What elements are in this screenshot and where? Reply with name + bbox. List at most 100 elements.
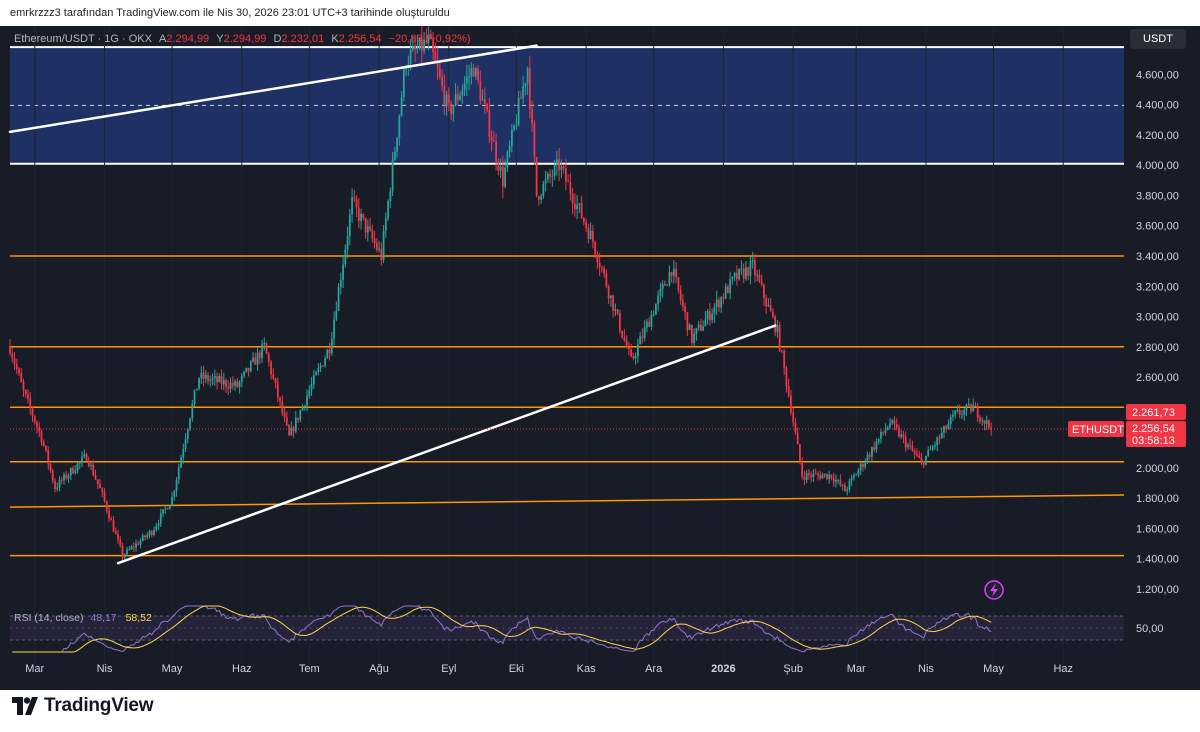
- currency-button[interactable]: USDT: [1130, 29, 1186, 49]
- candle: [137, 540, 140, 546]
- candle-body: [105, 501, 108, 511]
- candle-body: [866, 454, 869, 463]
- candle: [427, 26, 430, 51]
- candle-body: [445, 94, 448, 107]
- candle-body: [94, 474, 97, 480]
- candle-body: [976, 406, 979, 418]
- candle-body: [56, 487, 59, 489]
- candle: [729, 271, 732, 300]
- candle: [506, 150, 509, 172]
- x-tick-label: May: [983, 663, 1004, 675]
- rsi-title[interactable]: RSI (14, close): [14, 612, 84, 624]
- candle-body: [871, 447, 873, 457]
- candle: [78, 460, 81, 470]
- candle: [711, 308, 714, 324]
- candle-body: [139, 540, 142, 545]
- chart-panel[interactable]: 1.200,00 1.400,00 1.600,00 1.800,00 2.000,00…: [0, 26, 1200, 690]
- candle: [510, 124, 513, 153]
- candle-body: [641, 336, 644, 338]
- symbol-title[interactable]: Ethereum/USDT · 1G · OKX: [14, 33, 152, 45]
- candle: [393, 146, 396, 162]
- candle-body: [200, 372, 203, 379]
- candle: [117, 530, 119, 544]
- candle: [952, 410, 954, 422]
- candle: [976, 402, 979, 422]
- candle-body: [940, 432, 943, 438]
- candle: [555, 150, 558, 176]
- candle: [578, 202, 581, 213]
- candle-body: [378, 248, 380, 250]
- candle: [240, 373, 243, 388]
- candle-body: [704, 319, 707, 327]
- candle-body: [306, 395, 308, 406]
- candle: [438, 60, 441, 80]
- candle: [542, 180, 545, 200]
- candle: [817, 471, 819, 481]
- candle-body: [227, 386, 230, 389]
- candle: [31, 405, 34, 423]
- candle-body: [760, 281, 763, 285]
- open-label: A: [159, 33, 167, 45]
- candle: [605, 269, 608, 289]
- y-tick-label: 3.800,00: [1136, 190, 1179, 202]
- candle-body: [821, 475, 824, 479]
- candle-body: [945, 426, 948, 429]
- candle: [108, 506, 110, 523]
- candle: [279, 396, 281, 408]
- candle-body: [132, 546, 135, 548]
- candle-body: [204, 375, 207, 379]
- candle: [907, 442, 909, 450]
- candle-body: [110, 518, 113, 521]
- candle: [760, 274, 763, 287]
- candle: [132, 542, 135, 552]
- candle-body: [558, 159, 561, 171]
- candle-body: [465, 76, 468, 84]
- candle: [144, 534, 146, 541]
- candle: [110, 516, 113, 521]
- lightning-icon[interactable]: [984, 580, 1004, 600]
- candle-body: [510, 129, 513, 146]
- candle-body: [364, 217, 367, 233]
- candle-body: [254, 357, 257, 365]
- candle-body: [285, 417, 288, 426]
- candle-body: [146, 534, 149, 538]
- candle-body: [384, 218, 387, 231]
- candle-body: [229, 382, 232, 389]
- candle: [756, 270, 759, 282]
- sloped-level-line: [9, 494, 1125, 508]
- candle: [625, 335, 628, 349]
- candle: [864, 458, 867, 470]
- candle: [378, 240, 380, 253]
- candle-body: [677, 277, 680, 291]
- candle-body: [954, 410, 957, 415]
- candle-body: [218, 376, 221, 383]
- candlestick-chart[interactable]: 1.200,00 1.400,00 1.600,00 1.800,00 2.000,00…: [0, 26, 1200, 690]
- candle-body: [135, 543, 137, 548]
- candle-body: [540, 196, 543, 200]
- candle: [348, 208, 351, 246]
- candle: [790, 389, 792, 416]
- candle-body: [348, 214, 351, 236]
- candle-body: [848, 480, 851, 490]
- candle: [724, 283, 727, 300]
- candle-body: [925, 455, 927, 465]
- candle: [128, 545, 131, 551]
- candle: [207, 371, 209, 385]
- candle-body: [522, 86, 525, 99]
- trend-line: [8, 44, 538, 134]
- candle: [38, 422, 41, 438]
- candle: [636, 338, 639, 363]
- rsi-level-label: 50,00: [1136, 623, 1164, 635]
- candle-body: [573, 203, 576, 210]
- candle-body: [211, 378, 214, 380]
- candle: [301, 404, 304, 411]
- candle: [168, 504, 171, 510]
- symbol-tag: [1068, 421, 1124, 438]
- candle-body: [27, 394, 29, 399]
- trend-line: [116, 324, 777, 565]
- tradingview-branding[interactable]: TradingView: [12, 695, 154, 716]
- candle-body: [929, 449, 932, 451]
- candle-body: [537, 196, 540, 200]
- candle: [49, 463, 52, 474]
- candle: [679, 285, 682, 305]
